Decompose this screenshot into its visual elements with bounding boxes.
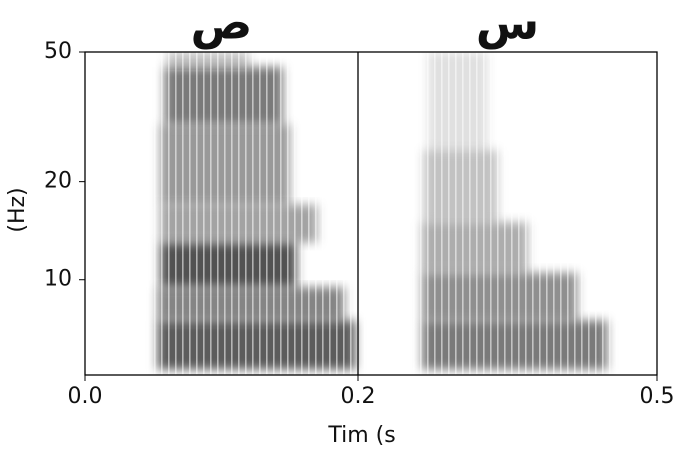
x-axis-label: Tim (s [327, 423, 395, 448]
x-tick-label: 0.5 [640, 384, 675, 409]
y-axis-label: (Hz) [5, 187, 30, 232]
y-tick-label: 10 [44, 267, 72, 292]
y-tick-label: 20 [44, 169, 72, 194]
striation [85, 52, 657, 375]
panel-title: س [476, 0, 539, 50]
plot-frame [84, 51, 658, 376]
y-tick-label: 50 [44, 39, 72, 64]
x-tick-label: 0.2 [341, 384, 376, 409]
panel-title: ص [191, 0, 253, 50]
x-tick-label: 0.0 [68, 384, 103, 409]
